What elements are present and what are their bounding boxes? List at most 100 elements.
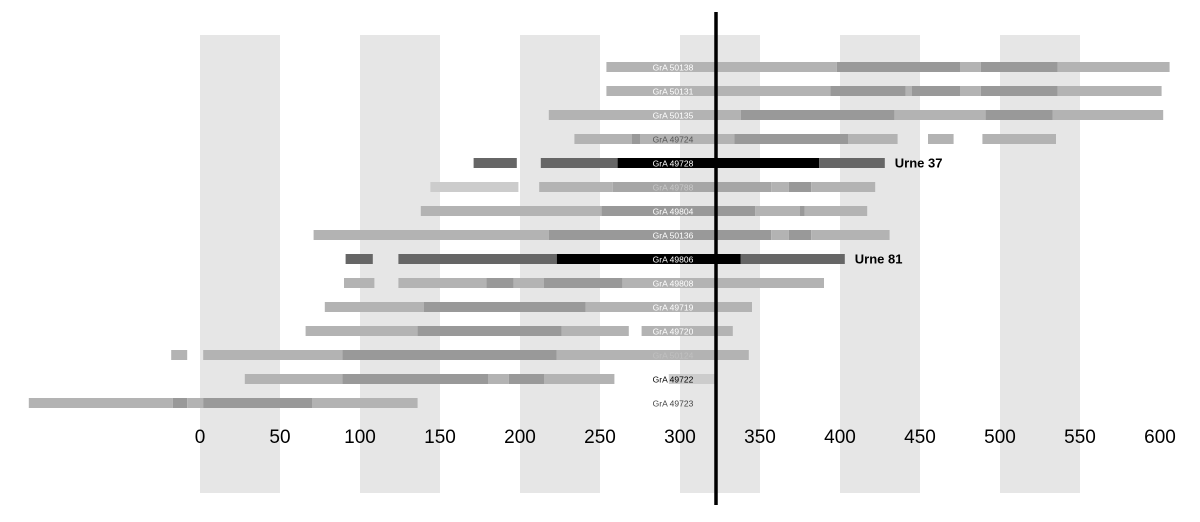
range-segment xyxy=(788,230,812,240)
x-tick-label: 200 xyxy=(504,427,536,448)
range-segment xyxy=(612,182,772,192)
range-segment xyxy=(561,326,629,336)
row-label: GrA 49724 xyxy=(653,134,694,144)
range-segment xyxy=(668,374,716,384)
row-label: GrA 49808 xyxy=(653,278,694,288)
range-segment xyxy=(556,350,749,360)
row-label: GrA 50138 xyxy=(653,62,694,72)
x-tick-label: 100 xyxy=(344,427,376,448)
x-tick-label: 450 xyxy=(904,427,936,448)
x-tick-label: 150 xyxy=(424,427,456,448)
range-segment xyxy=(513,278,544,288)
range-segment xyxy=(985,110,1053,120)
range-segment xyxy=(912,86,960,96)
range-segment xyxy=(203,398,312,408)
range-segment xyxy=(928,134,954,144)
range-segment xyxy=(811,182,876,192)
row-label: GrA 50135 xyxy=(653,110,694,120)
range-segment xyxy=(398,254,557,264)
row-label: GrA 50131 xyxy=(653,86,694,96)
range-segment xyxy=(606,86,831,96)
row-label: GrA 49804 xyxy=(653,206,694,216)
x-tick-label: 350 xyxy=(744,427,776,448)
range-segment xyxy=(771,182,789,192)
range-segment xyxy=(836,62,960,72)
range-segment xyxy=(424,302,586,312)
range-segment xyxy=(312,398,418,408)
range-segment xyxy=(960,62,981,72)
range-segment xyxy=(755,206,800,216)
range-segment xyxy=(811,230,890,240)
x-tick-label: 0 xyxy=(195,427,206,448)
range-segment xyxy=(1057,86,1162,96)
range-segment xyxy=(508,374,544,384)
range-segment xyxy=(982,134,1056,144)
row-label: GrA 49788 xyxy=(653,182,694,192)
range-segment xyxy=(1052,110,1164,120)
range-segment xyxy=(28,398,173,408)
range-segment xyxy=(617,158,820,168)
range-segment xyxy=(980,62,1058,72)
range-segment xyxy=(788,182,812,192)
range-segment xyxy=(345,254,373,264)
range-segment xyxy=(804,206,868,216)
row-label: GrA 50124 xyxy=(653,350,694,360)
range-segment xyxy=(473,158,517,168)
range-segment xyxy=(980,86,1058,96)
x-tick-label: 250 xyxy=(584,427,616,448)
range-segment xyxy=(540,158,618,168)
range-segment xyxy=(544,278,623,288)
range-segment xyxy=(556,254,741,264)
range-segment xyxy=(640,134,735,144)
range-segment xyxy=(548,230,772,240)
range-segment xyxy=(342,350,557,360)
range-segment xyxy=(771,230,789,240)
range-segment xyxy=(324,302,424,312)
x-tick-label: 400 xyxy=(824,427,856,448)
row-label: GrA 49806 xyxy=(653,254,694,264)
range-segment xyxy=(632,134,640,144)
range-segment xyxy=(417,326,562,336)
row-label: GrA 50136 xyxy=(653,230,694,240)
range-segment xyxy=(1057,62,1170,72)
range-segment xyxy=(486,278,514,288)
range-segment xyxy=(342,374,488,384)
row-label: GrA 49722 xyxy=(653,374,694,384)
range-segment xyxy=(848,134,898,144)
range-segment xyxy=(420,206,602,216)
x-tick-label: 600 xyxy=(1144,427,1176,448)
range-segment xyxy=(539,182,613,192)
band xyxy=(200,35,280,493)
range-segment xyxy=(905,86,912,96)
range-segment xyxy=(819,158,885,168)
range-segment xyxy=(800,206,805,216)
row-label: GrA 49719 xyxy=(653,302,694,312)
range-segment xyxy=(606,62,837,72)
x-tick-label: 50 xyxy=(269,427,290,448)
range-segment xyxy=(548,110,741,120)
range-segment xyxy=(960,86,981,96)
range-segment xyxy=(601,206,756,216)
range-segment xyxy=(734,134,848,144)
range-segment xyxy=(187,398,204,408)
row-label: GrA 49723 xyxy=(653,398,694,408)
x-tick-label: 550 xyxy=(1064,427,1096,448)
band xyxy=(1000,35,1080,493)
range-segment xyxy=(430,182,519,192)
row-label: GrA 49720 xyxy=(653,326,694,336)
range-segment xyxy=(585,302,752,312)
range-segment xyxy=(622,278,824,288)
range-segment xyxy=(894,110,986,120)
range-segment xyxy=(313,230,549,240)
range-segment xyxy=(488,374,509,384)
range-segment xyxy=(244,374,343,384)
range-segment xyxy=(172,398,188,408)
x-tick-label: 300 xyxy=(664,427,696,448)
range-segment xyxy=(574,134,632,144)
range-segment xyxy=(830,86,906,96)
range-segment xyxy=(544,374,615,384)
annotation: Urne 81 xyxy=(855,251,903,266)
x-tick-label: 500 xyxy=(984,427,1016,448)
range-segment xyxy=(641,326,733,336)
